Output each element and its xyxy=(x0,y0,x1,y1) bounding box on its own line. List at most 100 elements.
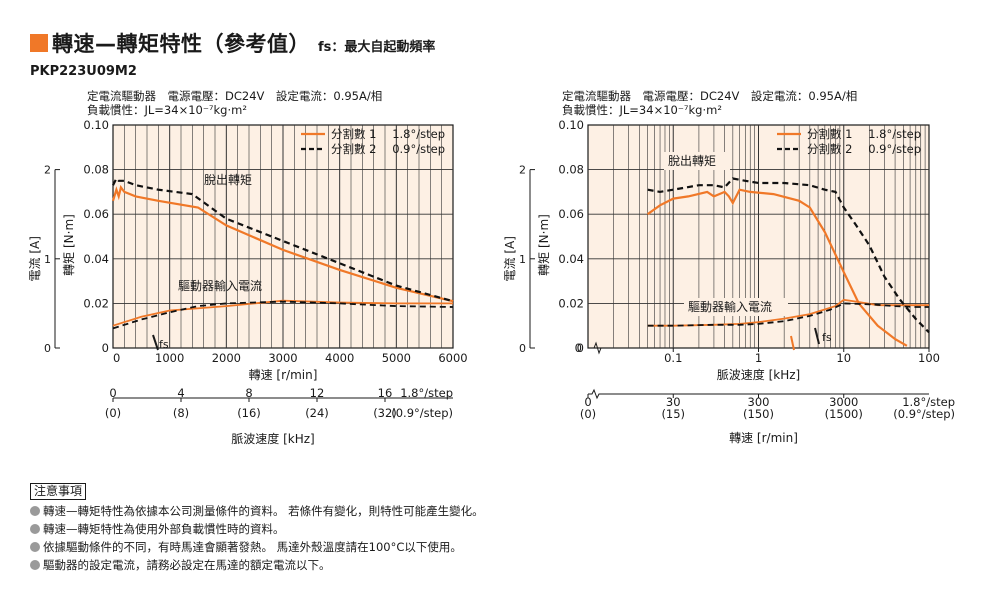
x-tick-label: 0.1 xyxy=(664,351,682,365)
bullet-icon xyxy=(30,560,40,570)
page-title: 轉速—轉矩特性（參考值） xyxy=(52,32,310,56)
secondary-tick-label: 0 xyxy=(109,386,116,400)
annotation-pullout-torque: 脫出轉矩 xyxy=(204,172,252,187)
y-tick-label: 0.04 xyxy=(558,252,584,266)
annotation-driver-current: 驅動器輸入電流 xyxy=(178,278,262,293)
fs-marker-2 xyxy=(814,327,820,345)
current-axis-label: 電流 [A] xyxy=(503,236,517,281)
secondary-tick-label-alt: (16) xyxy=(237,406,261,420)
annotation-fs: fs xyxy=(159,338,169,351)
current-tick-label: 2 xyxy=(44,164,51,177)
bullet-icon xyxy=(30,524,40,534)
y-tick-label: 0 xyxy=(577,341,584,355)
annotation-pullout-torque: 脫出轉矩 xyxy=(668,153,716,168)
secondary-tick-label-alt: (1500) xyxy=(825,407,863,421)
bullet-icon xyxy=(30,506,40,516)
torque-curve-2 xyxy=(647,177,930,334)
annotation-bg xyxy=(664,152,730,170)
secondary-tick-label-alt: (0) xyxy=(105,406,121,420)
torque-curve-1 xyxy=(646,188,908,347)
note-item: 依據驅動條件的不同，有時馬達會顯著發熱。 馬達外殼溫度請在100°C以下使用。 xyxy=(30,538,484,556)
y-tick-label: 0.06 xyxy=(83,207,109,221)
note-text: 轉速—轉矩特性為使用外部負載慣性時的資料。 xyxy=(43,522,285,536)
x-tick-label: 1000 xyxy=(155,351,184,365)
x-tick-label: 2000 xyxy=(212,351,241,365)
current-curve-2 xyxy=(647,302,929,327)
legend-step-label: 0.9°/step xyxy=(868,142,921,156)
title-marker xyxy=(30,34,48,52)
secondary-tick-label-alt: (24) xyxy=(305,406,329,420)
speed-torque-charts: 定電流驅動器 電源電壓：DC24V 設定電流：0.95A/相負載慣性：JL=34… xyxy=(28,89,955,446)
x-axis-label: 脈波速度 [kHz] xyxy=(717,367,800,382)
secondary-unit-label-alt: (0.9°/step) xyxy=(893,407,955,421)
x-tick-label: 1 xyxy=(755,351,762,365)
secondary-tick-label: 4 xyxy=(177,386,184,400)
legend-label: 分割數 1 xyxy=(807,127,852,141)
annotation-driver-current: 驅動器輸入電流 xyxy=(688,299,772,314)
x-tick-label: 10 xyxy=(836,351,851,365)
secondary-tick-label-alt: (0) xyxy=(580,407,596,421)
chart-info-conditions: 定電流驅動器 電源電壓：DC24V 設定電流：0.95A/相 xyxy=(562,89,857,103)
y-axis-label: 轉矩 [N·m] xyxy=(537,214,551,276)
note-item: 轉速—轉矩特性為使用外部負載慣性時的資料。 xyxy=(30,520,484,538)
y-tick-label: 0.02 xyxy=(83,296,109,310)
annotation-fs: fs xyxy=(822,331,832,344)
fs-marker-1 xyxy=(790,335,795,351)
secondary-unit-label-alt: (0.9°/step) xyxy=(391,406,453,420)
secondary-tick-label: 30 xyxy=(666,395,681,409)
chart-info-conditions: 定電流驅動器 電源電壓：DC24V 設定電流：0.95A/相 xyxy=(87,89,382,103)
secondary-tick-label: 0 xyxy=(584,395,591,409)
x-tick-label: 6000 xyxy=(438,351,467,365)
legend-step-label: 0.9°/step xyxy=(392,142,445,156)
y-tick-label: 0.06 xyxy=(558,207,584,221)
x-tick-label: 0 xyxy=(113,351,120,365)
current-axis-label: 電流 [A] xyxy=(28,236,42,281)
current-tick-label: 0 xyxy=(519,342,526,355)
current-tick-label: 1 xyxy=(519,253,526,266)
secondary-tick-label: 8 xyxy=(245,386,252,400)
note-text: 依據驅動條件的不同，有時馬達會顯著發熱。 馬達外殼溫度請在100°C以下使用。 xyxy=(43,540,462,554)
secondary-tick-label-alt: (8) xyxy=(173,406,189,420)
legend-step-label: 1.8°/step xyxy=(868,127,921,141)
note-item: 驅動器的設定電流，請務必設定在馬達的額定電流以下。 xyxy=(30,556,484,574)
x-tick-label: 4000 xyxy=(325,351,354,365)
secondary-axis-line xyxy=(588,388,929,400)
current-tick-label: 2 xyxy=(519,164,526,177)
notes-section: 注意事項 轉速—轉矩特性為依據本公司測量條件的資料。 若條件有變化，則特性可能產… xyxy=(30,483,484,574)
legend-label: 分割數 2 xyxy=(331,142,376,156)
secondary-tick-label: 16 xyxy=(378,386,393,400)
legend-step-label: 1.8°/step xyxy=(392,127,445,141)
torque-curve-2 xyxy=(112,176,454,303)
note-item: 轉速—轉矩特性為依據本公司測量條件的資料。 若條件有變化，則特性可能產生變化。 xyxy=(30,502,484,520)
y-tick-label: 0.02 xyxy=(558,296,584,310)
title-row: 轉速—轉矩特性（參考值） fs：最大自起動頻率 xyxy=(30,30,435,56)
x-tick-label: 0 xyxy=(575,341,582,355)
x-tick-label: 3000 xyxy=(268,351,297,365)
notes-heading: 注意事項 xyxy=(30,483,87,500)
secondary-tick-label-alt: (15) xyxy=(661,407,685,421)
chart-info-inertia: 負載慣性：JL=34×10⁻⁷kg·m² xyxy=(87,103,247,117)
secondary-tick-label: 12 xyxy=(310,386,325,400)
y-tick-label: 0.10 xyxy=(558,118,584,132)
note-text: 轉速—轉矩特性為依據本公司測量條件的資料。 若條件有變化，則特性可能產生變化。 xyxy=(43,504,484,518)
x-tick-label: 5000 xyxy=(382,351,411,365)
secondary-axis-label: 脈波速度 [kHz] xyxy=(231,431,314,446)
secondary-unit-label: 1.8°/step xyxy=(902,395,955,409)
secondary-tick-label-alt: (150) xyxy=(743,407,774,421)
fs-marker xyxy=(152,334,159,351)
page-subtitle: fs：最大自起動頻率 xyxy=(318,39,436,55)
y-tick-label: 0.08 xyxy=(558,163,584,177)
y-tick-label: 0.10 xyxy=(83,118,109,132)
x-axis-label: 轉速 [r/min] xyxy=(249,368,318,382)
y-tick-label: 0 xyxy=(102,341,109,355)
current-tick-label: 0 xyxy=(44,342,51,355)
y-axis-label: 轉矩 [N·m] xyxy=(62,214,76,276)
torque-curve-1 xyxy=(111,184,454,303)
bullet-icon xyxy=(30,542,40,552)
current-tick-label: 1 xyxy=(44,253,51,266)
secondary-axis-label: 轉速 [r/min] xyxy=(729,431,798,445)
y-tick-label: 0.04 xyxy=(83,252,109,266)
secondary-tick-label: 3000 xyxy=(829,395,858,409)
legend-label: 分割數 2 xyxy=(807,142,852,156)
annotation-bg xyxy=(684,298,788,316)
